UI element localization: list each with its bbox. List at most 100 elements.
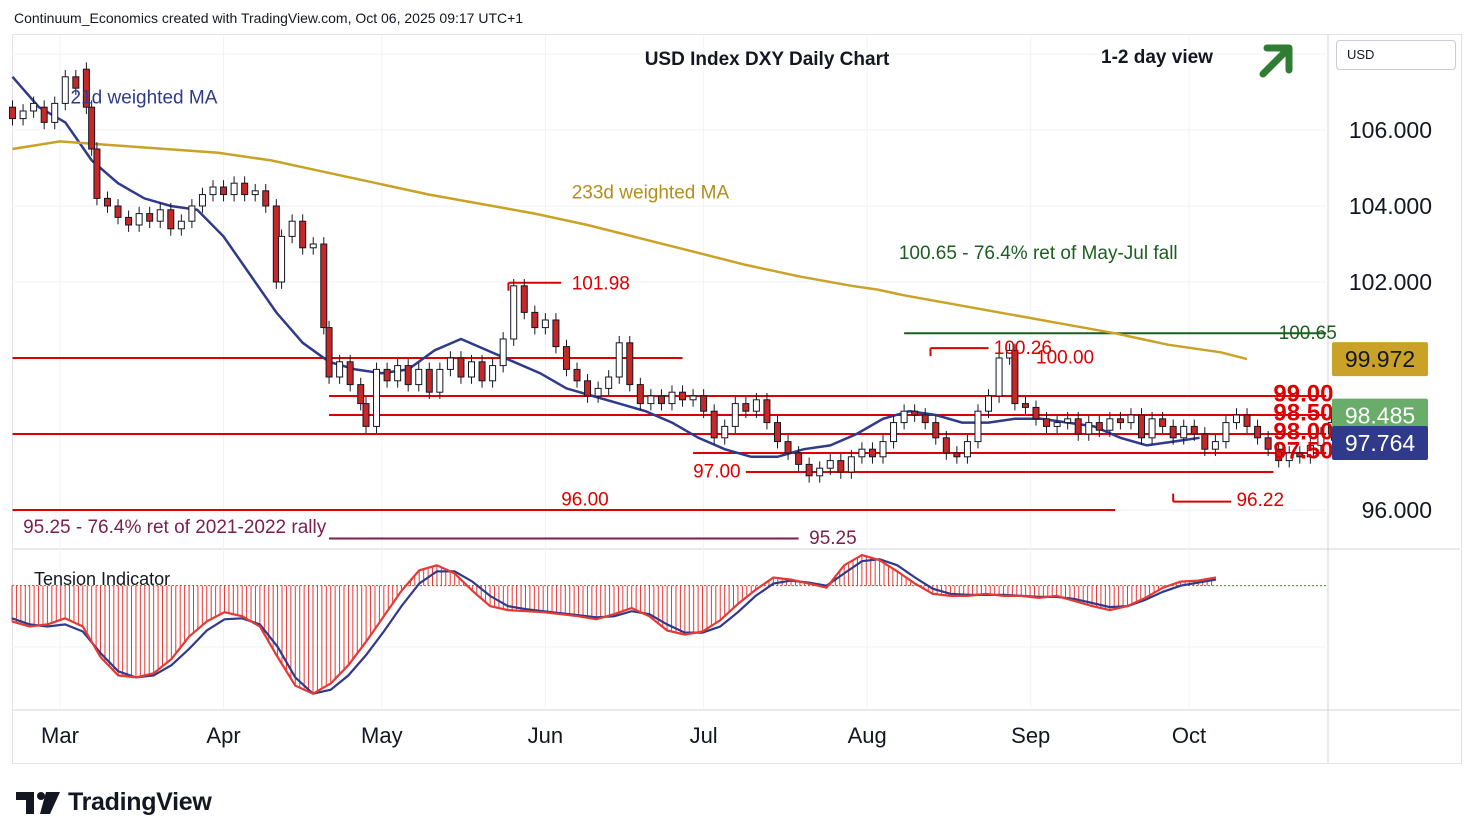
candle-body: [605, 376, 613, 389]
chart-annotation: 100.65: [1279, 323, 1337, 344]
candle-body: [309, 243, 317, 249]
candle-body: [1264, 437, 1272, 450]
y-tick-label: 96.000: [1362, 497, 1432, 523]
candle-body: [299, 220, 307, 249]
level-lines: [12, 281, 1327, 540]
chart-annotation: 99.00: [1273, 381, 1333, 408]
view-label: 1-2 day view: [1101, 47, 1213, 68]
candle-body: [336, 361, 344, 378]
candle-body: [626, 342, 634, 386]
candle-body: [1127, 414, 1135, 424]
candle-body: [1138, 414, 1146, 439]
candle-body: [1201, 433, 1209, 450]
candle-body: [541, 319, 549, 329]
price-badge: [1332, 342, 1428, 377]
candle-body: [156, 209, 164, 222]
candle-body: [1243, 414, 1251, 427]
candle-body: [911, 410, 919, 416]
candle-body: [942, 437, 950, 454]
candle-body: [61, 76, 69, 104]
chart-annotation: 100.65 - 76.4% ret of May-Jul fall: [899, 243, 1178, 264]
candle-body: [404, 365, 412, 386]
ma-line: [11, 75, 1200, 459]
candle-body: [974, 410, 982, 443]
candle-body: [146, 213, 154, 222]
candle-body: [1306, 444, 1314, 458]
chart-annotation: 95.25 - 76.4% ret of 2021-2022 rally: [23, 517, 327, 538]
tradingview-logo-icon: [16, 791, 60, 814]
candle-body: [562, 346, 570, 370]
candle-body: [188, 205, 196, 222]
candle-body: [784, 441, 792, 454]
chart-annotation: 98.50: [1273, 400, 1333, 427]
candle-body: [19, 110, 27, 120]
candle-body: [320, 243, 328, 329]
price-badge-label: 97.764: [1345, 430, 1416, 456]
candle-body: [1043, 418, 1051, 427]
candle-body: [103, 197, 111, 207]
candle-body: [177, 220, 185, 230]
candle-body: [710, 410, 718, 439]
candle-body: [1032, 406, 1040, 420]
candle-body: [499, 338, 507, 367]
candle-body: [921, 414, 929, 424]
y-tick-label: 106.000: [1349, 117, 1432, 143]
candle-body: [1116, 418, 1124, 424]
candle-body: [167, 209, 175, 230]
time-axis: Mar Apr May Jun Jul Aug Sep Oct: [41, 723, 1206, 748]
candle-body: [742, 403, 750, 412]
x-tick-label: Apr: [206, 723, 240, 748]
chart-title: USD Index DXY Daily Chart: [645, 49, 890, 70]
candle-body: [1232, 414, 1240, 424]
candle-body: [394, 365, 402, 382]
candle-body: [615, 342, 623, 378]
candle-body: [773, 422, 781, 443]
brand-name: TradingView: [68, 788, 212, 816]
candle-body: [1053, 422, 1061, 427]
candle-body: [805, 463, 813, 477]
chart-frame[interactable]: [12, 34, 1462, 764]
candle-body: [552, 319, 560, 348]
candle-body: [446, 357, 454, 370]
candle-body: [198, 194, 206, 207]
candle-body: [230, 182, 238, 196]
candle-body: [858, 448, 866, 458]
tension-indicator: [11, 553, 1328, 695]
candle-body: [573, 368, 581, 382]
candle-body: [668, 391, 676, 405]
candle-body: [890, 422, 898, 443]
candle-body: [220, 186, 228, 196]
candle-body: [383, 368, 391, 382]
candle-body: [125, 216, 133, 226]
candle-body: [362, 403, 370, 427]
candle-body: [1106, 418, 1114, 431]
candle-body: [1074, 418, 1082, 435]
candle-body: [346, 361, 354, 386]
candle-body: [1254, 425, 1262, 439]
indicator-line: [11, 558, 1217, 695]
ma-line: [12, 140, 1248, 361]
candle-body: [1064, 418, 1072, 424]
price-axis: 96.000102.000104.000106.000108.00099.972…: [1332, 41, 1432, 523]
currency-button[interactable]: USD: [1336, 40, 1456, 70]
candle-body: [900, 410, 908, 424]
candle-body: [251, 190, 259, 196]
candle-body: [752, 399, 760, 412]
candle-body: [1159, 418, 1167, 427]
price-badge-label: 98.485: [1345, 403, 1415, 429]
candles: [9, 62, 1357, 483]
candle-body: [1222, 422, 1230, 443]
indicator-line: [11, 553, 1217, 695]
candle-body: [278, 235, 286, 283]
candle-body: [721, 425, 729, 439]
candle-body: [636, 384, 644, 405]
candle-body: [510, 285, 518, 340]
candle-body: [425, 368, 433, 393]
tradingview-logo[interactable]: TradingView: [16, 788, 212, 817]
x-tick-label: Jul: [690, 723, 718, 748]
candle-body: [584, 380, 592, 397]
candle-body: [657, 395, 665, 405]
candle-body: [1011, 349, 1019, 405]
candle-body: [325, 327, 333, 378]
